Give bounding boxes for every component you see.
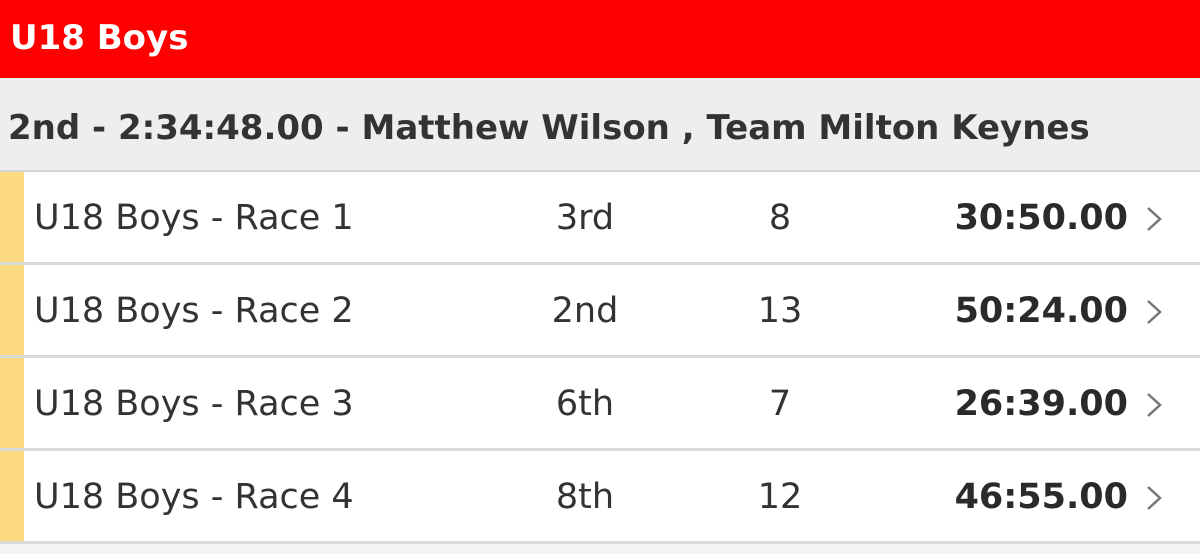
race-number: 13 (757, 291, 803, 331)
race-row[interactable]: U18 Boys - Race 4 8th 12 46:55.00 (0, 451, 1200, 544)
row-accent-bar (0, 451, 24, 541)
race-row[interactable]: U18 Boys - Race 3 6th 7 26:39.00 (0, 358, 1200, 451)
race-position: 2nd (551, 291, 619, 331)
race-time: 26:39.00 (954, 384, 1128, 424)
race-row[interactable]: U18 Boys - Race 1 3rd 8 30:50.00 (0, 172, 1200, 265)
chevron-right-icon[interactable] (1144, 206, 1164, 232)
chevron-right-icon[interactable] (1144, 485, 1164, 511)
race-number: 12 (757, 477, 803, 517)
race-row[interactable]: U18 Boys - Race 2 2nd 13 50:24.00 (0, 265, 1200, 358)
race-position: 3rd (555, 198, 615, 238)
race-name: U18 Boys - Race 3 (34, 384, 354, 424)
chevron-right-icon[interactable] (1144, 299, 1164, 325)
overall-result-summary: 2nd - 2:34:48.00 - Matthew Wilson , Team… (0, 78, 1200, 172)
row-accent-bar (0, 172, 24, 262)
race-name: U18 Boys - Race 4 (34, 477, 354, 517)
row-accent-bar (0, 265, 24, 355)
race-time: 46:55.00 (954, 477, 1128, 517)
chevron-right-icon[interactable] (1144, 392, 1164, 418)
race-position: 6th (555, 384, 615, 424)
summary-text: 2nd - 2:34:48.00 - Matthew Wilson , Team… (8, 108, 1090, 148)
bottom-spacer (0, 544, 1200, 554)
race-number: 7 (768, 384, 792, 424)
race-number: 8 (768, 198, 792, 238)
race-name: U18 Boys - Race 1 (34, 198, 354, 238)
category-title: U18 Boys (10, 18, 189, 58)
race-list: U18 Boys - Race 1 3rd 8 30:50.00 U18 Boy… (0, 172, 1200, 544)
race-name: U18 Boys - Race 2 (34, 291, 354, 331)
row-accent-bar (0, 358, 24, 448)
race-position: 8th (555, 477, 615, 517)
race-time: 50:24.00 (954, 291, 1128, 331)
race-time: 30:50.00 (954, 198, 1128, 238)
category-header: U18 Boys (0, 0, 1200, 78)
